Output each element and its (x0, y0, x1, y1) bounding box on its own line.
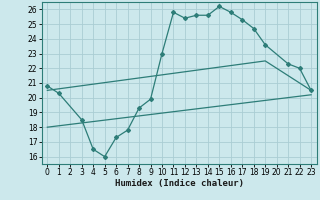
X-axis label: Humidex (Indice chaleur): Humidex (Indice chaleur) (115, 179, 244, 188)
